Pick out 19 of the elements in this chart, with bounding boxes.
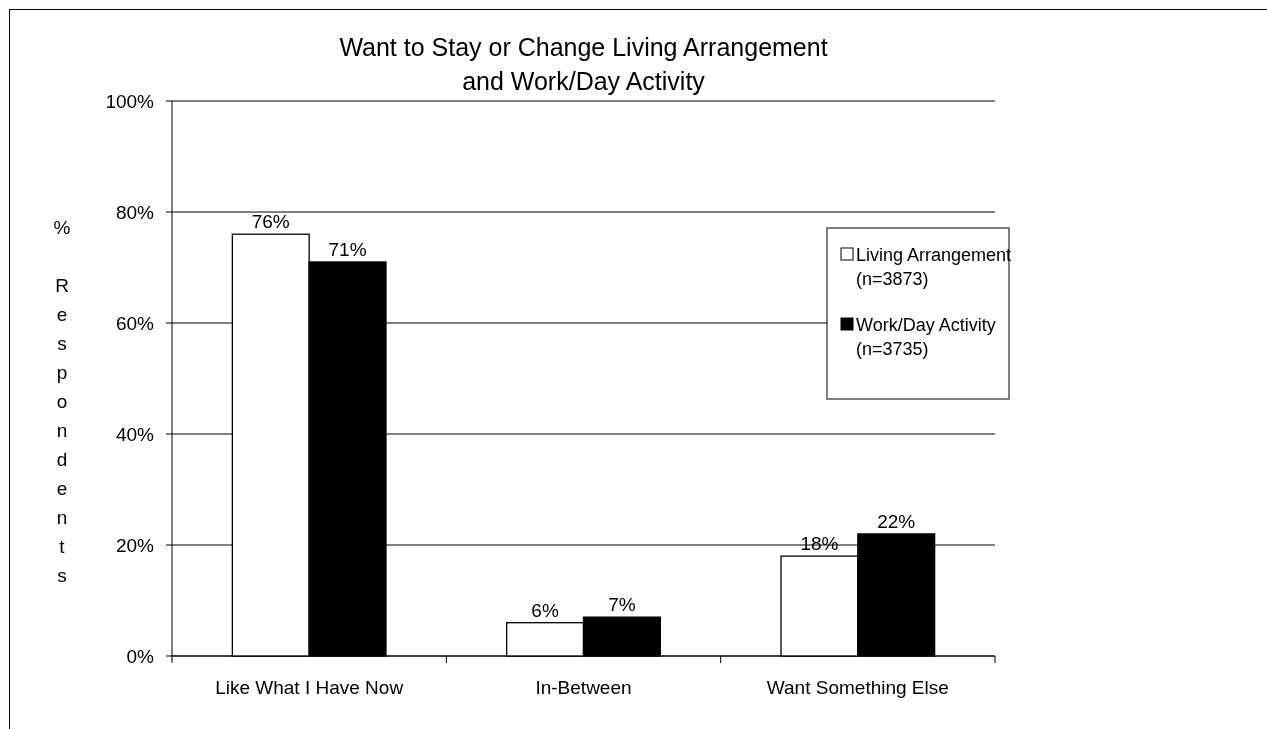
text: % Respondents — [53, 217, 71, 586]
data-label: 71% — [328, 238, 367, 260]
data-label: 7% — [608, 594, 636, 616]
y-tick-label: 100% — [105, 91, 155, 112]
y-tick-label: 60% — [115, 313, 155, 334]
data-label: 6% — [531, 599, 559, 621]
x-tick-label: Want Something Else — [766, 677, 949, 698]
legend-label: Living Arrangement (n=3873) — [856, 245, 1012, 289]
data-label: 22% — [877, 510, 916, 532]
data-label: 18% — [800, 533, 839, 555]
legend-label: Work/Day Activity (n=3735) — [856, 315, 996, 359]
data-label: 76% — [251, 211, 290, 233]
y-tick-label: 0% — [126, 646, 155, 667]
x-tick-label: In-Between — [535, 677, 632, 698]
chart-title: Want to Stay or Change Living Arrangement and Work/Day Activity — [339, 33, 828, 95]
y-tick-label: 20% — [115, 535, 155, 556]
y-tick-label: 80% — [115, 202, 155, 223]
y-tick-label: 40% — [115, 424, 155, 445]
x-tick-label: Like What I Have Now — [215, 677, 404, 698]
